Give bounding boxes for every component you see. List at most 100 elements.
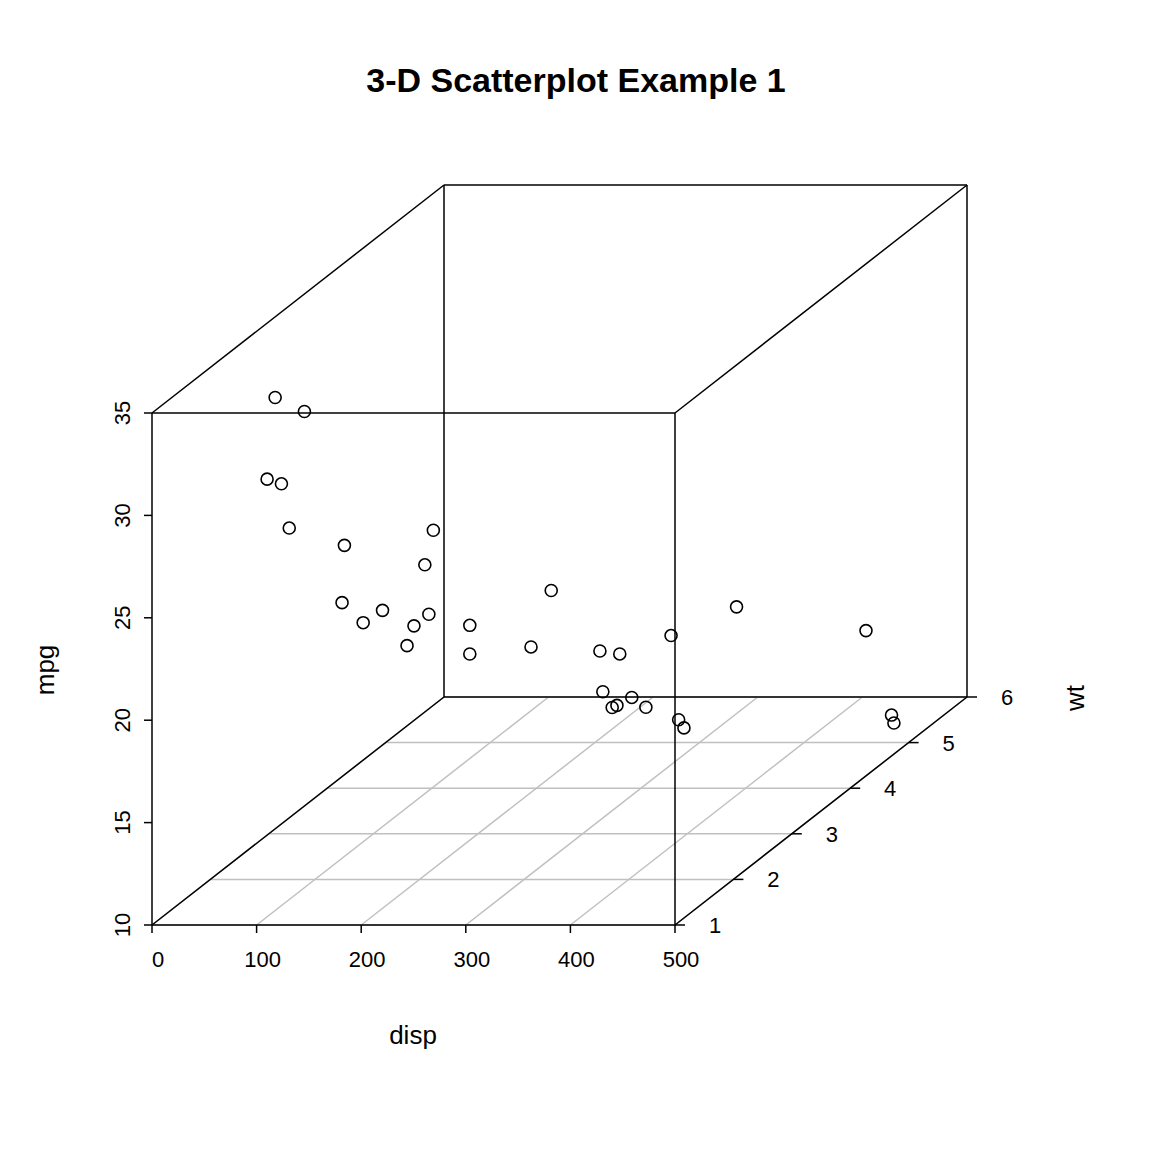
tick xyxy=(144,719,152,721)
point xyxy=(626,691,638,703)
tick-label: 3 xyxy=(826,822,838,847)
points xyxy=(261,391,900,733)
tick xyxy=(144,924,152,926)
grid-line xyxy=(386,742,909,744)
point xyxy=(261,473,273,485)
tick-label: 200 xyxy=(349,947,386,972)
point xyxy=(888,717,900,729)
point xyxy=(338,539,350,551)
point xyxy=(665,630,677,642)
tick xyxy=(360,925,362,933)
box-edge xyxy=(152,924,675,926)
tick xyxy=(909,742,919,744)
box-edge xyxy=(151,413,153,925)
grid-line xyxy=(675,697,967,925)
point xyxy=(423,608,435,620)
tick xyxy=(465,925,467,933)
tick xyxy=(570,925,572,933)
tick-label: 300 xyxy=(453,947,490,972)
point xyxy=(597,686,609,698)
y-axis: 1 2 3 4 5 6 xyxy=(675,685,1013,938)
grid-line xyxy=(152,924,675,926)
box-edge xyxy=(152,697,444,925)
grid-line xyxy=(444,696,967,698)
point xyxy=(525,641,537,653)
point xyxy=(401,640,413,652)
tick-label: 6 xyxy=(1001,685,1013,710)
tick xyxy=(144,412,152,414)
grid-line xyxy=(327,787,850,789)
point xyxy=(678,722,690,734)
tick-label: 20 xyxy=(110,708,135,732)
tick-label: 5 xyxy=(942,731,954,756)
point xyxy=(408,620,420,632)
x-axis: 0 100 200 300 400 500 xyxy=(152,925,699,972)
point xyxy=(464,648,476,660)
tick-label: 100 xyxy=(244,947,281,972)
grid-line xyxy=(152,697,444,925)
grid-line xyxy=(269,833,792,835)
grid-line xyxy=(257,697,549,925)
grid-line xyxy=(570,697,862,925)
point xyxy=(886,709,898,721)
box-edge xyxy=(152,412,675,414)
point xyxy=(640,701,652,713)
z-axis: 10 15 20 25 30 35 xyxy=(110,401,152,937)
point xyxy=(860,625,872,637)
tick-label: 25 xyxy=(110,606,135,630)
z-axis-title: mpg xyxy=(30,645,60,696)
box-edge xyxy=(443,185,445,697)
tick xyxy=(674,925,676,933)
tick xyxy=(733,879,743,881)
tick-label: 4 xyxy=(884,776,896,801)
tick xyxy=(144,822,152,824)
tick xyxy=(144,617,152,619)
grid-line xyxy=(361,697,653,925)
point xyxy=(614,648,626,660)
tick xyxy=(967,696,977,698)
chart: 10 15 20 25 30 35 0 100 200 300 400 500 1 2 3 4 5 6 3-D Sc… xyxy=(0,0,1152,1152)
tick-label: 10 xyxy=(110,913,135,937)
grid-line xyxy=(466,697,758,925)
tick-label: 500 xyxy=(663,947,700,972)
point xyxy=(419,559,431,571)
tick xyxy=(144,515,152,517)
point xyxy=(283,522,295,534)
grid xyxy=(152,697,967,925)
point xyxy=(594,645,606,657)
point xyxy=(298,406,310,418)
tick-label: 0 xyxy=(152,947,164,972)
point xyxy=(545,585,557,597)
box-edge xyxy=(675,185,967,413)
point xyxy=(269,391,281,403)
box xyxy=(152,185,967,925)
tick xyxy=(256,925,258,933)
box-edge xyxy=(152,185,444,413)
point xyxy=(377,604,389,616)
point xyxy=(336,597,348,609)
grid-line xyxy=(210,879,733,881)
point xyxy=(731,601,743,613)
box-edge xyxy=(966,185,968,697)
tick-label: 1 xyxy=(709,913,721,938)
y-axis-title: wt xyxy=(1060,684,1090,712)
tick-label: 30 xyxy=(110,503,135,527)
point xyxy=(427,524,439,536)
tick xyxy=(675,924,685,926)
point xyxy=(357,617,369,629)
box-edge xyxy=(674,413,676,925)
tick-label: 2 xyxy=(767,867,779,892)
point xyxy=(464,619,476,631)
x-axis-title: disp xyxy=(389,1020,437,1050)
tick xyxy=(792,833,802,835)
box-edge xyxy=(444,696,967,698)
tick-label: 35 xyxy=(110,401,135,425)
box-edge xyxy=(444,184,967,186)
box-edge xyxy=(675,697,967,925)
title: 3-D Scatterplot Example 1 xyxy=(366,61,785,99)
tick-label: 400 xyxy=(558,947,595,972)
tick xyxy=(151,925,153,933)
point xyxy=(611,699,623,711)
tick xyxy=(850,787,860,789)
tick-label: 15 xyxy=(110,810,135,834)
